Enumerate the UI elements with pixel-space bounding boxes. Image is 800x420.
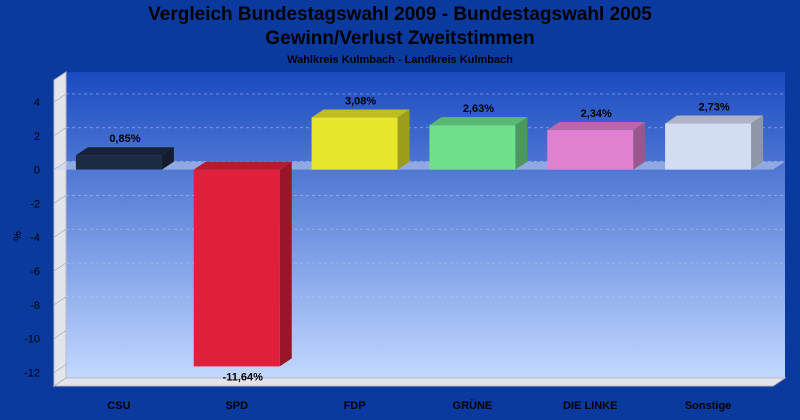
data-label: 0,85%: [109, 133, 140, 145]
bar-side: [397, 109, 410, 170]
plot-floor: [52, 377, 787, 387]
y-tick-label: -4: [30, 232, 40, 244]
chart-caption: Wahlkreis Kulmbach - Landkreis Kulmbach: [287, 54, 513, 66]
gridline-wall: [53, 228, 67, 238]
bar-front: [193, 169, 280, 367]
y-tick-label: 0: [34, 165, 40, 177]
gridline-wall: [53, 296, 67, 306]
x-category-label: CSU: [107, 400, 130, 412]
gridline-wall: [53, 330, 67, 339]
bar-front: [311, 117, 398, 170]
data-label: -11,64%: [223, 371, 264, 383]
data-label: 2,34%: [581, 108, 612, 120]
gridline-wall: [53, 195, 67, 204]
bar-top: [665, 115, 764, 124]
chart-subtitle: Gewinn/Verlust Zweitstimmen: [265, 28, 535, 49]
chart-title: Vergleich Bundestagswahl 2009 - Bundesta…: [148, 4, 652, 25]
y-tick-label: 2: [34, 131, 40, 143]
y-tick-label: -10: [24, 334, 40, 346]
x-category-label: GRÜNE: [453, 399, 493, 412]
bar-side: [751, 115, 764, 170]
bar-sonstige: [665, 115, 764, 170]
y-axis-label: %: [12, 231, 24, 241]
bar-top: [429, 117, 528, 126]
bar-side: [161, 147, 174, 170]
y-tick-label: -2: [30, 198, 40, 210]
gridline-wall: [53, 127, 67, 137]
x-category-label: SPD: [225, 400, 248, 412]
x-category-label: DIE LINKE: [563, 400, 617, 412]
bar-csu: [75, 147, 174, 170]
bar-fdp: [311, 109, 410, 170]
data-label: 2,73%: [698, 101, 729, 113]
bar-side: [515, 117, 528, 170]
gridline-wall: [53, 93, 67, 103]
data-label: 3,08%: [345, 96, 376, 108]
bar-gr-ne: [429, 117, 528, 170]
bar-top: [547, 122, 646, 131]
bar-front: [75, 155, 162, 170]
bar-spd: [193, 161, 292, 367]
bar-front: [429, 125, 516, 170]
y-tick-label: 4: [34, 97, 40, 109]
x-category-label: Sonstige: [685, 400, 731, 412]
plot-left-wall: [53, 71, 67, 387]
gridline-wall: [53, 262, 67, 272]
bar-die-linke: [547, 122, 646, 170]
gridline-wall: [53, 364, 67, 373]
y-tick-label: -12: [24, 367, 40, 379]
y-tick-label: -6: [30, 266, 40, 278]
bar-top: [311, 109, 410, 118]
plot-back-wall: [66, 72, 785, 378]
bar-top: [193, 161, 292, 170]
bar-top: [75, 147, 174, 156]
x-category-label: FDP: [344, 400, 366, 412]
bar-front: [547, 130, 634, 170]
y-tick-label: -8: [30, 300, 40, 312]
bar-side: [633, 122, 646, 170]
bar-side: [279, 161, 292, 367]
data-label: 2,63%: [463, 103, 494, 115]
bar-front: [665, 123, 752, 170]
